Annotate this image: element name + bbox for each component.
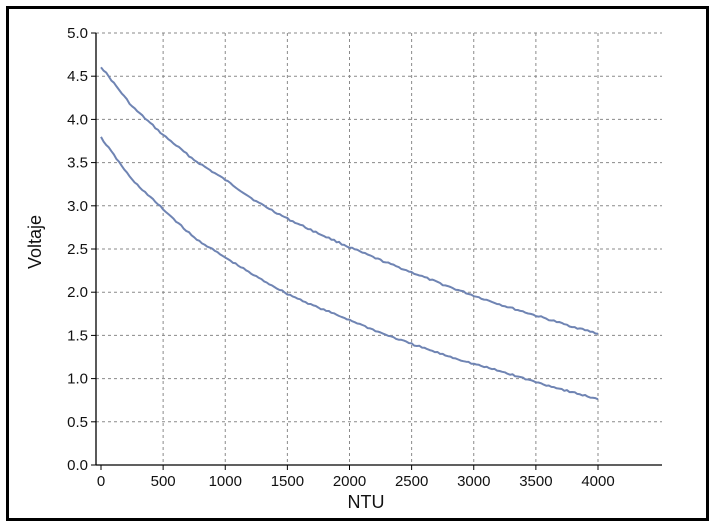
y-tick-label: 1.0 <box>67 371 88 388</box>
x-tick-label: 4000 <box>581 473 614 490</box>
x-tick-label: 3500 <box>519 473 552 490</box>
x-tick-label: 0 <box>97 473 105 490</box>
y-tick-label: 3.5 <box>67 155 88 172</box>
series-lines <box>100 66 599 401</box>
x-tick-label: 1500 <box>271 473 304 490</box>
y-tick-label: 5.0 <box>67 25 88 42</box>
y-axis-title: Voltaje <box>25 215 45 269</box>
y-tick-label: 0.0 <box>67 457 88 474</box>
tick-labels: 0 500 1000 1500 2000 2500 3000 3500 4000 0.0 0.5 1.… <box>67 25 615 490</box>
x-tick-label: 2500 <box>395 473 428 490</box>
y-tick-label: 4.5 <box>67 68 88 85</box>
y-tick-label: 4.0 <box>67 111 88 128</box>
x-tick-label: 500 <box>151 473 176 490</box>
y-tick-label: 3.0 <box>67 198 88 215</box>
x-axis-title: NTU <box>348 492 385 512</box>
x-tick-label: 2000 <box>333 473 366 490</box>
y-tick-label: 2.5 <box>67 241 88 258</box>
grid <box>96 32 662 465</box>
x-tick-label: 1000 <box>209 473 242 490</box>
y-tick-label: 2.0 <box>67 284 88 301</box>
x-tick-label: 3000 <box>457 473 490 490</box>
series-line-1 <box>100 66 599 335</box>
y-tick-label: 0.5 <box>67 414 88 431</box>
series-line-2 <box>100 136 599 401</box>
ticks <box>91 32 599 470</box>
y-tick-label: 1.5 <box>67 327 88 344</box>
chart-frame <box>6 6 709 521</box>
